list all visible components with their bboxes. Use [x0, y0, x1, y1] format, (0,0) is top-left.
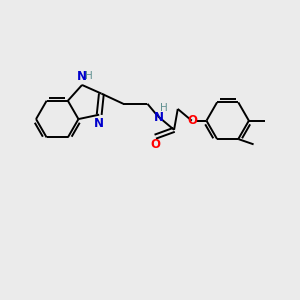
Text: H: H: [85, 70, 92, 80]
Text: O: O: [187, 114, 197, 127]
Text: N: N: [153, 111, 164, 124]
Text: N: N: [77, 70, 87, 83]
Text: N: N: [94, 117, 104, 130]
Text: O: O: [150, 138, 160, 152]
Text: H: H: [160, 103, 168, 113]
